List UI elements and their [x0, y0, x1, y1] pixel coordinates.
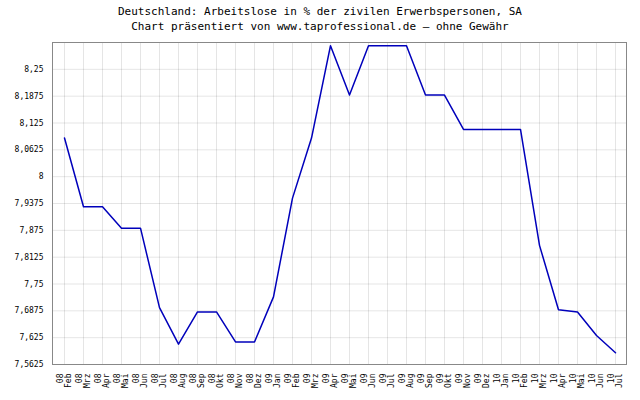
svg-text:09Apr: 09Apr	[322, 373, 339, 388]
svg-text:7,5625: 7,5625	[15, 360, 44, 369]
svg-text:08Feb: 08Feb	[56, 373, 73, 388]
svg-text:8,125: 8,125	[19, 119, 43, 128]
svg-text:09Okt: 09Okt	[436, 373, 453, 388]
svg-text:08Sep: 08Sep	[189, 373, 206, 388]
svg-text:7,625: 7,625	[19, 333, 43, 342]
svg-text:7,6875: 7,6875	[15, 306, 44, 315]
svg-text:09Nov: 09Nov	[455, 373, 472, 388]
svg-text:8,0625: 8,0625	[15, 145, 44, 154]
svg-text:8,25: 8,25	[24, 65, 43, 74]
svg-text:09Sep: 09Sep	[417, 373, 434, 388]
svg-text:08Mai: 08Mai	[113, 373, 130, 388]
svg-text:08Aug: 08Aug	[170, 373, 187, 388]
svg-text:10Mrz: 10Mrz	[531, 373, 548, 388]
svg-text:8,1875: 8,1875	[15, 92, 44, 101]
svg-text:7,75: 7,75	[24, 280, 43, 289]
svg-text:7,9375: 7,9375	[15, 199, 44, 208]
svg-text:09Feb: 09Feb	[284, 373, 301, 388]
svg-text:10Jan: 10Jan	[493, 373, 510, 388]
svg-text:09Dez: 09Dez	[474, 373, 491, 388]
svg-text:09Jul: 09Jul	[379, 373, 396, 388]
svg-text:09Mai: 09Mai	[341, 373, 358, 388]
svg-text:10Feb: 10Feb	[512, 373, 529, 388]
svg-text:7,8125: 7,8125	[15, 253, 44, 262]
svg-text:09Mrz: 09Mrz	[303, 373, 320, 388]
svg-text:08Nov: 08Nov	[227, 373, 244, 388]
svg-text:08Okt: 08Okt	[208, 373, 225, 388]
html-text:Deutschland: Arbeitslose in %: Deutschland: Arbeitslose in % der zivile…	[118, 5, 522, 18]
svg-text:08Mrz: 08Mrz	[75, 373, 92, 388]
svg-text:7,875: 7,875	[19, 226, 43, 235]
svg-text:09Jan: 09Jan	[265, 373, 282, 388]
svg-text:8: 8	[39, 172, 44, 181]
svg-text:08Jun: 08Jun	[132, 373, 149, 388]
svg-text:10Mai: 10Mai	[569, 373, 586, 388]
svg-text:08Jul: 08Jul	[151, 373, 168, 388]
svg-text:08Dez: 08Dez	[246, 373, 263, 388]
html-text:Chart präsentiert von www.tapr: Chart präsentiert von www.taprofessional…	[131, 20, 509, 33]
svg-text:09Aug: 09Aug	[398, 373, 415, 388]
svg-text:10Apr: 10Apr	[550, 373, 567, 388]
svg-text:08Apr: 08Apr	[94, 373, 111, 388]
svg-text:10Jul: 10Jul	[607, 373, 624, 388]
svg-text:10Jun: 10Jun	[588, 373, 605, 388]
svg-text:09Jun: 09Jun	[360, 373, 377, 388]
